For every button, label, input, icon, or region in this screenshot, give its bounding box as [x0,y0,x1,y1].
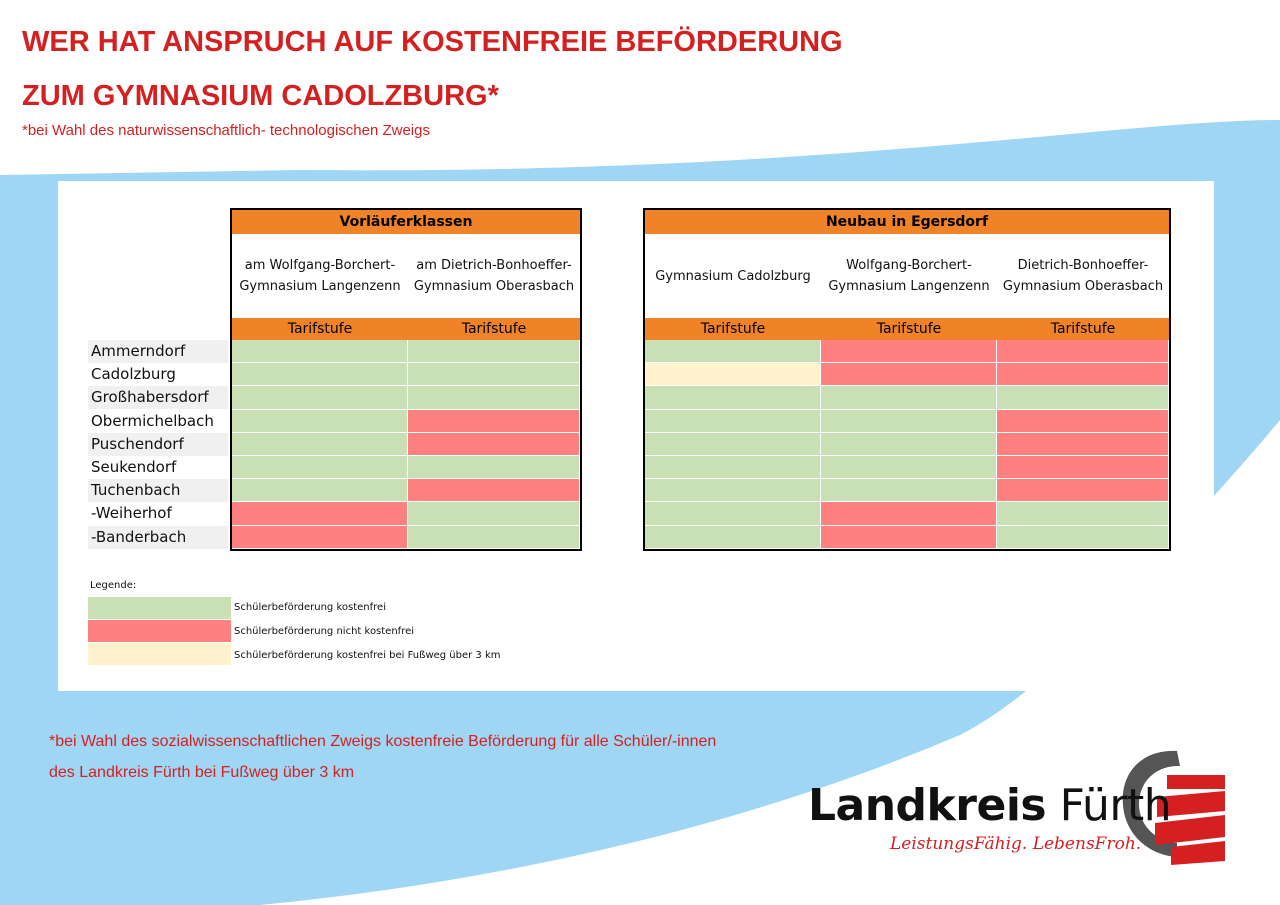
status-cell-free [645,386,821,410]
status-cell-free [232,456,408,480]
status-cell-free [232,409,408,433]
legend-label-free-3km: Schülerbeförderung kostenfrei bei Fußweg… [234,650,501,661]
table-neubau-egersdorf: Neubau in Egersdorf Gymnasium Cadolzburg T… [643,208,1171,551]
status-cell-free [408,363,580,387]
status-cell-not-free [408,432,580,456]
legend-title: Legende: [90,580,137,591]
status-cell-not-free [821,525,997,549]
status-cell-free [997,386,1169,410]
status-cell-not-free [997,456,1169,480]
status-cell-free [232,340,408,364]
legend-swatch-free-3km [88,643,231,665]
status-cell-free [232,386,408,410]
status-cell-free [645,502,821,526]
status-cell-free [821,386,997,410]
status-cell-free [645,340,821,364]
status-cell-free [232,363,408,387]
page-subtitle: *bei Wahl des naturwissenschaftlich- tec… [22,122,430,139]
logo-name-regular: Fürth [1059,780,1172,831]
column-header: Dietrich-Bonhoeffer- Gymnasium Oberasbac… [1002,258,1164,294]
status-cell-not-free [408,479,580,503]
status-cell-free [645,479,821,503]
status-cell-free [408,456,580,480]
status-cell-not-free [232,502,408,526]
footnote-line-1: *bei Wahl des sozialwissenschaftlichen Z… [49,733,717,750]
table-vorlaeuferklassen: Vorläuferklassen am Wolfgang-Borchert- Gy… [230,208,582,551]
status-cell-free [232,432,408,456]
table-title: Vorläuferklassen [232,210,580,234]
status-cell-free [821,409,997,433]
logo-wordmark: Landkreis Fürth [808,780,1172,831]
tarifstufe-header: Tarifstufe [997,318,1169,340]
status-cell-free [408,502,580,526]
tarifstufe-header: Tarifstufe [645,318,821,340]
row-label: Ammerndorf [88,340,228,363]
status-cell-not-free [997,340,1169,364]
row-label: Cadolzburg [91,365,176,384]
page-title-line-2: ZUM GYMNASIUM CADOLZBURG* [22,80,499,112]
row-label: Obermichelbach [91,411,214,430]
status-cell-not-free [997,409,1169,433]
status-cell-free [408,525,580,549]
tarifstufe-header: Tarifstufe [408,318,580,340]
legend-label-free: Schülerbeförderung kostenfrei [234,602,386,613]
status-cell-free [997,525,1169,549]
column-header: Gymnasium Cadolzburg [655,268,811,284]
column-header: am Wolfgang-Borchert- Gymnasium Langenze… [239,258,401,294]
status-cell-free [232,479,408,503]
status-cell-free [645,409,821,433]
status-cell-free [821,432,997,456]
status-cell-not-free [997,479,1169,503]
status-cell-not-free [997,432,1169,456]
table-title: Neubau in Egersdorf [645,210,1169,234]
column-header: Wolfgang-Borchert- Gymnasium Langenzenn [828,258,990,294]
status-cell-free-3km [645,363,821,387]
status-cell-not-free [821,502,997,526]
status-cell-free [408,386,580,410]
column-header: am Dietrich-Bonhoeffer- Gymnasium Oberas… [413,258,575,294]
row-label: Puschendorf [88,432,228,456]
status-cell-free [408,340,580,364]
status-cell-not-free [821,363,997,387]
row-label: -Weiherhof [91,504,172,523]
legend-label-not-free: Schülerbeförderung nicht kostenfrei [234,626,415,637]
status-cell-free [997,502,1169,526]
legend-swatch-free [88,597,231,619]
tarifstufe-header: Tarifstufe [821,318,997,340]
status-cell-free [645,525,821,549]
status-cell-not-free [232,525,408,549]
landkreis-fuerth-emblem-icon [1122,750,1225,865]
status-cell-free [821,456,997,480]
row-label: Seukendorf [91,458,177,476]
tarifstufe-header: Tarifstufe [232,318,408,340]
logo-tagline: LeistungsFähig. LebensFroh. [890,834,1142,854]
status-cell-not-free [997,363,1169,387]
row-label: -Banderbach [88,525,228,549]
page-title-line-1: WER HAT ANSPRUCH AUF KOSTENFREIE BEFÖRDE… [22,26,843,58]
row-label: Tuchenbach [88,479,228,503]
logo-name-bold: Landkreis [808,780,1047,831]
status-cell-free [645,456,821,480]
status-cell-not-free [821,340,997,364]
legend-swatch-not-free [88,620,231,642]
footnote-line-2: des Landkreis Fürth bei Fußweg über 3 km [49,764,355,781]
status-cell-free [645,432,821,456]
status-cell-free [821,479,997,503]
row-label: Großhabersdorf [88,386,228,410]
status-cell-not-free [408,409,580,433]
